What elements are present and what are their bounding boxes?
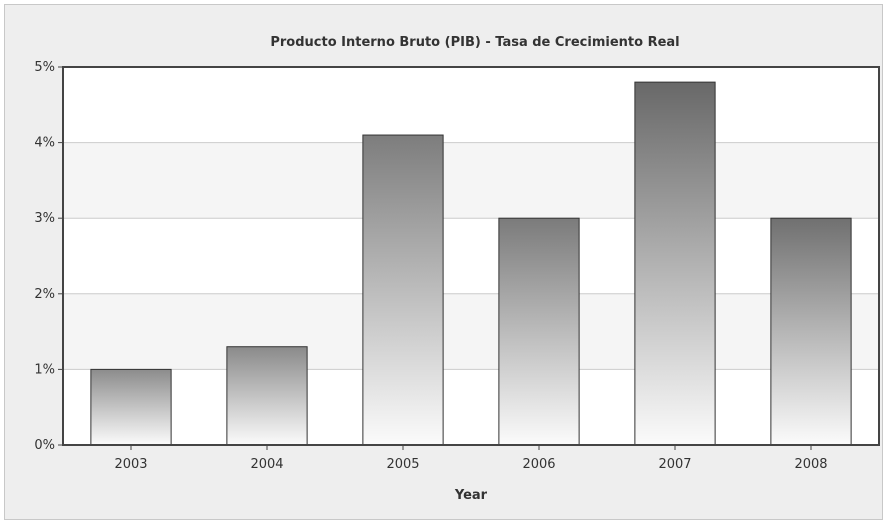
y-tick-label: 3% (34, 211, 55, 226)
bar-2004 (226, 346, 308, 446)
plot-area (63, 67, 879, 445)
axes (58, 66, 880, 450)
x-tick-labels: 2003 2004 2005 2006 2007 2008 (114, 457, 827, 472)
plot-band (63, 142, 879, 219)
x-tick-label: 2007 (658, 457, 691, 472)
x-tick-label: 2008 (794, 457, 827, 472)
plot-bands (63, 142, 879, 370)
grid-lines (63, 142, 879, 370)
x-tick-label: 2006 (522, 457, 555, 472)
bar-2005 (362, 134, 444, 446)
x-tick-label: 2004 (250, 457, 283, 472)
x-tick-label: 2005 (386, 457, 419, 472)
chart-panel: Producto Interno Bruto (PIB) - Tasa de C… (4, 4, 883, 520)
y-tick-label: 2% (34, 287, 55, 302)
plot-band (63, 293, 879, 370)
bar-2008 (770, 217, 852, 446)
bar-2007 (634, 81, 716, 446)
x-tick-label: 2003 (114, 457, 147, 472)
y-tick-label: 4% (34, 136, 55, 151)
x-axis-label: Year (454, 488, 488, 503)
bar-chart: Producto Interno Bruto (PIB) - Tasa de C… (34, 35, 880, 503)
bar-2006 (498, 217, 580, 446)
y-tick-label: 0% (34, 438, 55, 453)
plot-frame (62, 66, 880, 446)
y-tick-labels: 0% 1% 2% 3% 4% 5% (34, 60, 55, 453)
y-tick-label: 1% (34, 362, 55, 377)
chart-title: Producto Interno Bruto (PIB) - Tasa de C… (270, 35, 679, 50)
y-tick-label: 5% (34, 60, 55, 75)
bar-2003 (90, 368, 172, 446)
